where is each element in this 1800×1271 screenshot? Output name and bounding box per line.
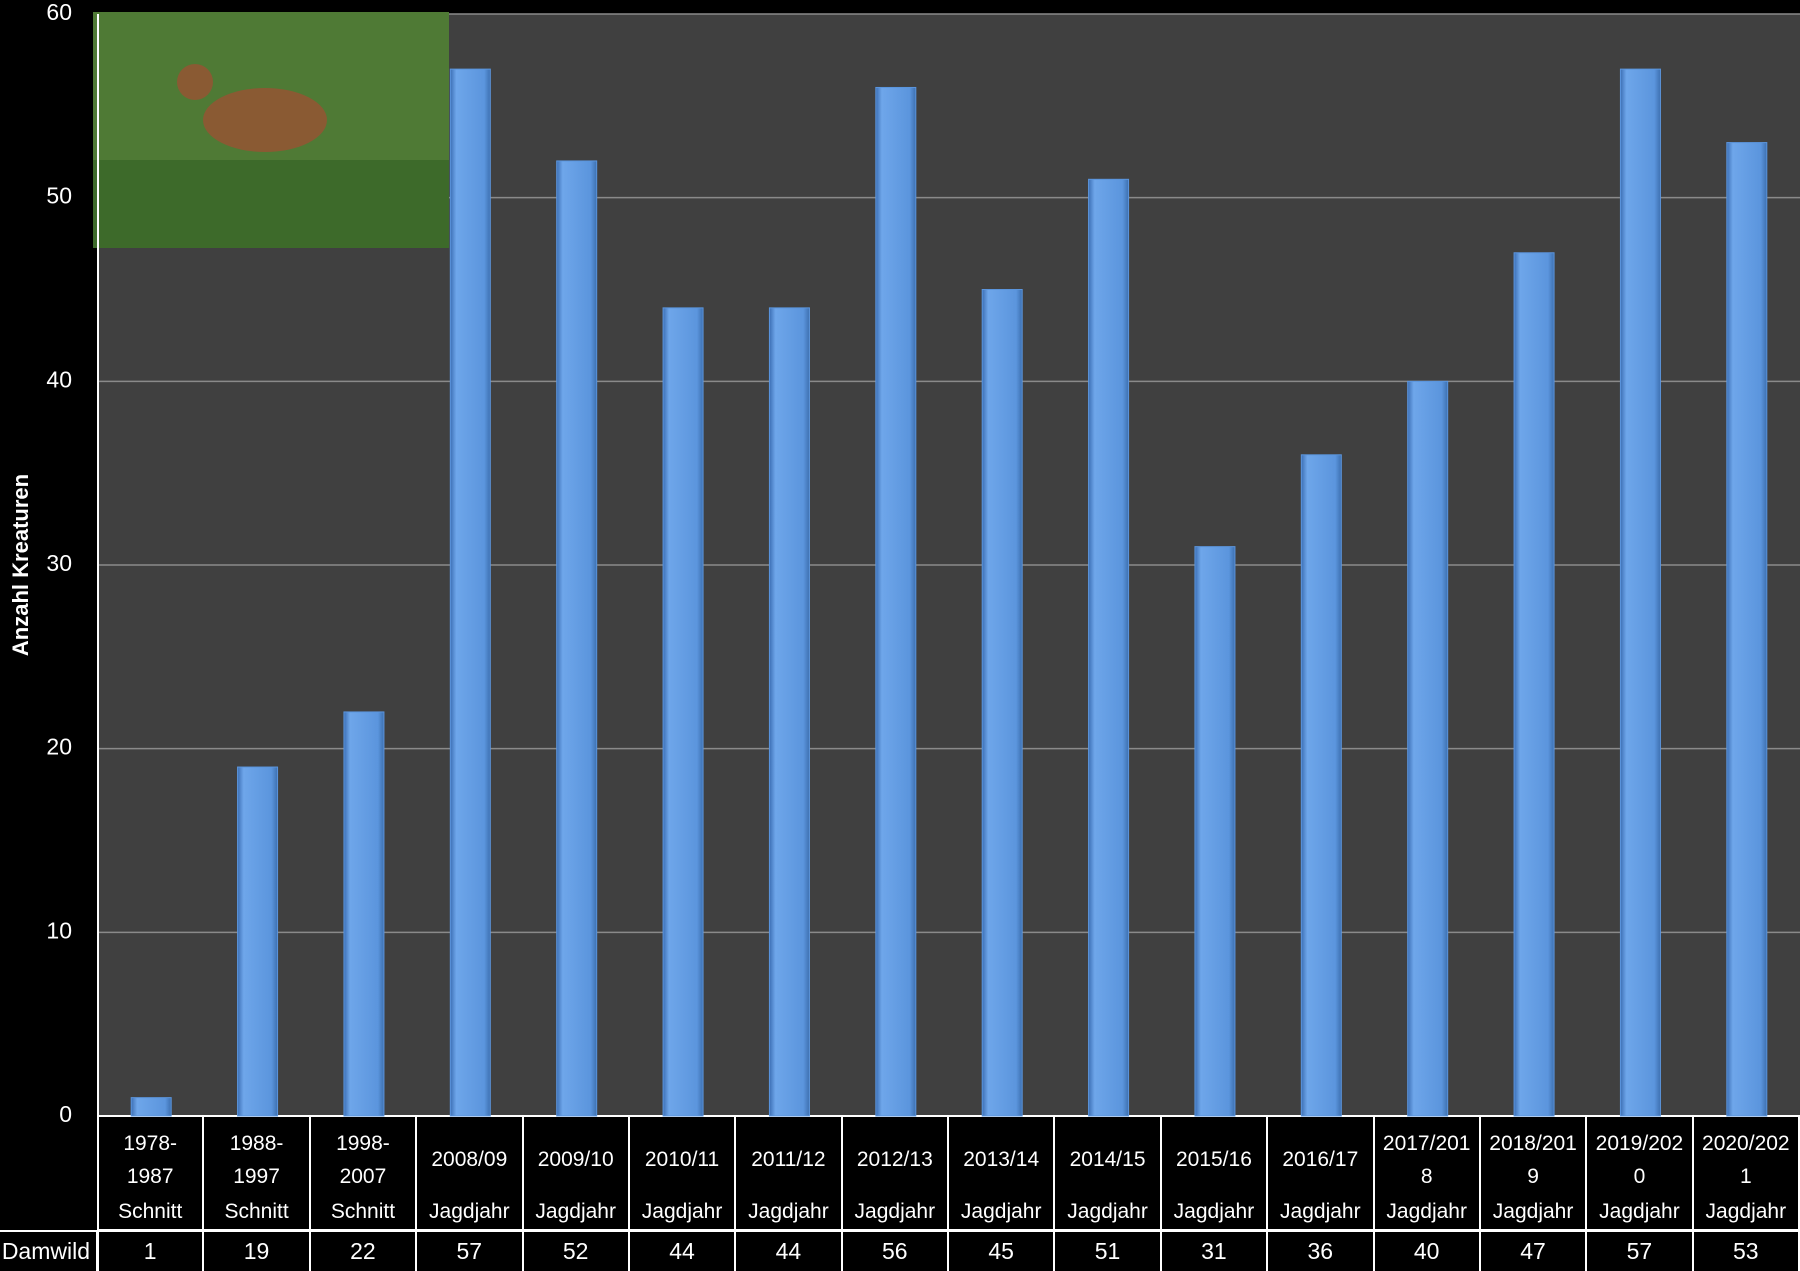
- deer-shape: [203, 88, 327, 152]
- value-cell: 44: [630, 1231, 737, 1271]
- x-tick-label: 2011/12: [751, 1148, 826, 1171]
- category-cell: 2011/12 Jagdjahr: [736, 1116, 843, 1231]
- x-tick-note: Jagdjahr: [1386, 1200, 1467, 1223]
- y-tick-label: 0: [59, 1101, 72, 1127]
- y-tick-label: 10: [46, 917, 72, 943]
- x-tick-note: Jagdjahr: [748, 1200, 829, 1223]
- category-cell: 2015/16 Jagdjahr: [1161, 1116, 1269, 1231]
- x-tick-label: 1988-1997: [229, 1131, 284, 1188]
- x-tick-label: 2012/13: [856, 1148, 933, 1171]
- deer-photo-grass: [93, 160, 449, 248]
- bar: [981, 289, 1023, 1117]
- x-tick-label: 2014/15: [1069, 1148, 1146, 1171]
- value-cell: 40: [1375, 1231, 1481, 1271]
- bar: [237, 766, 279, 1117]
- bar: [1194, 546, 1236, 1117]
- bar: [1619, 68, 1661, 1117]
- x-tick-label: 2020/2021: [1702, 1131, 1790, 1188]
- series-name: Damwild: [0, 1231, 98, 1271]
- value-cell: 19: [204, 1231, 311, 1271]
- bar: [556, 160, 598, 1117]
- bar: [1726, 142, 1768, 1117]
- bar: [1513, 252, 1555, 1117]
- x-tick-note: Schnitt: [118, 1200, 183, 1223]
- x-tick-note: Schnitt: [224, 1200, 289, 1223]
- category-cell: 2020/2021 Jagdjahr: [1693, 1116, 1800, 1231]
- y-tick-label: 30: [46, 550, 72, 576]
- category-cell: 2012/13 Jagdjahr: [842, 1116, 949, 1231]
- y-axis-label: Anzahl Kreaturen: [8, 474, 33, 656]
- x-tick-label: 2008/09: [431, 1148, 508, 1171]
- bar: [449, 68, 491, 1117]
- bar: [130, 1097, 172, 1117]
- x-tick-note: Jagdjahr: [1492, 1200, 1574, 1223]
- y-tick-label: 20: [46, 734, 72, 760]
- value-cell: 36: [1268, 1231, 1375, 1271]
- category-cell: 2014/15 Jagdjahr: [1055, 1116, 1162, 1231]
- x-tick-label: 1978-1987: [123, 1131, 178, 1188]
- value-cell: 57: [417, 1231, 524, 1271]
- x-tick-note: Jagdjahr: [1067, 1200, 1148, 1223]
- x-tick-label: 2017/2018: [1382, 1131, 1471, 1188]
- value-cell: 52: [524, 1231, 630, 1271]
- x-tick-label: 1998-2007: [336, 1131, 390, 1188]
- x-tick-note: Jagdjahr: [535, 1200, 616, 1223]
- value-cell: 53: [1694, 1231, 1800, 1271]
- value-cell: 31: [1162, 1231, 1269, 1271]
- value-cell: 51: [1055, 1231, 1162, 1271]
- x-tick-note: Jagdjahr: [1173, 1200, 1255, 1223]
- category-cell: 2018/2019 Jagdjahr: [1480, 1116, 1588, 1231]
- category-cell: 2010/11 Jagdjahr: [629, 1116, 737, 1231]
- category-cell: 2016/17 Jagdjahr: [1268, 1116, 1375, 1231]
- value-cell: 57: [1587, 1231, 1694, 1271]
- category-cell: 2013/14 Jagdjahr: [949, 1116, 1056, 1231]
- x-tick-note: Jagdjahr: [960, 1200, 1042, 1223]
- x-tick-note: Jagdjahr: [1705, 1200, 1787, 1223]
- value-cell: 56: [843, 1231, 949, 1271]
- x-tick-note: Jagdjahr: [429, 1200, 510, 1223]
- x-tick-label: 2016/17: [1282, 1148, 1359, 1171]
- bar: [875, 86, 917, 1117]
- y-tick-label: 60: [46, 0, 72, 25]
- bar: [1407, 380, 1449, 1117]
- x-tick-label: 2010/11: [644, 1148, 720, 1171]
- x-tick-label: 2015/16: [1175, 1148, 1252, 1171]
- value-cell: 1: [98, 1231, 205, 1271]
- category-cell: 1998-2007 Schnitt: [310, 1116, 418, 1231]
- value-cell: 47: [1481, 1231, 1588, 1271]
- category-cell: 2008/09 Jagdjahr: [417, 1116, 524, 1231]
- category-cell: 1978-1987 Schnitt: [98, 1116, 205, 1231]
- deer-head: [177, 64, 213, 100]
- bar: [768, 307, 810, 1117]
- x-tick-note: Jagdjahr: [1280, 1200, 1361, 1223]
- x-tick-label: 2019/2020: [1595, 1131, 1684, 1188]
- y-tick-label: 50: [46, 183, 72, 209]
- value-cell: 22: [311, 1231, 418, 1271]
- value-cell: 45: [949, 1231, 1056, 1271]
- category-cell: 2017/2018 Jagdjahr: [1374, 1116, 1481, 1231]
- bar: [662, 307, 704, 1117]
- category-cell: 2009/10 Jagdjahr: [523, 1116, 630, 1231]
- category-cell: 1988-1997 Schnitt: [204, 1116, 311, 1231]
- category-cell: 2019/2020 Jagdjahr: [1587, 1116, 1694, 1231]
- x-tick-note: Jagdjahr: [854, 1200, 936, 1223]
- x-tick-note: Schnitt: [330, 1200, 396, 1223]
- bar: [1300, 454, 1342, 1117]
- x-tick-note: Jagdjahr: [1599, 1200, 1680, 1223]
- bar: [343, 711, 385, 1117]
- x-tick-note: Jagdjahr: [641, 1200, 723, 1223]
- x-tick-label: 2018/2019: [1489, 1131, 1577, 1188]
- x-tick-label: 2013/14: [963, 1148, 1040, 1171]
- value-cell: 44: [736, 1231, 843, 1271]
- y-tick-label: 40: [46, 366, 72, 392]
- bar: [1088, 178, 1130, 1117]
- x-tick-label: 2009/10: [537, 1148, 614, 1171]
